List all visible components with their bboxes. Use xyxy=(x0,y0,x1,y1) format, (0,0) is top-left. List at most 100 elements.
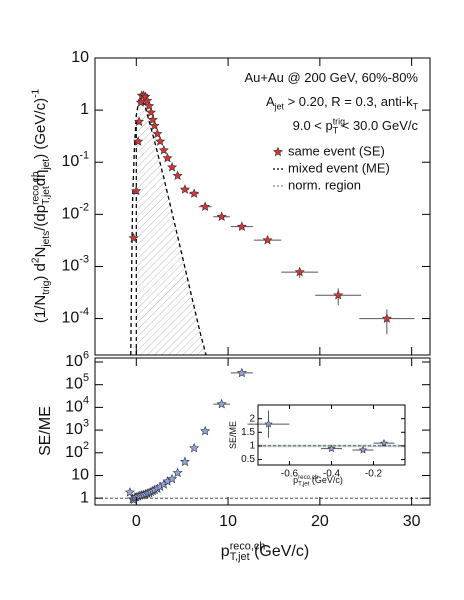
text-run: > 0.20, R = 0.3, anti-k xyxy=(284,94,413,109)
text-run: SE/ME xyxy=(37,406,54,456)
text-run: -1 xyxy=(79,149,89,161)
data-point xyxy=(294,266,305,277)
text-run: 10 xyxy=(65,376,83,393)
text-run: 10 xyxy=(65,421,83,438)
annotation: Ajet > 0.20, R = 0.3, anti-kT xyxy=(266,94,419,111)
data-point xyxy=(128,232,139,243)
text-run: 10 xyxy=(65,399,83,416)
data-point xyxy=(264,419,273,428)
text-run: dη xyxy=(32,170,49,187)
text-run: jet xyxy=(274,101,285,111)
text-run: 6 xyxy=(83,349,89,361)
text-run: T xyxy=(333,125,339,135)
text-run: 10 xyxy=(65,353,83,370)
legend-marker xyxy=(272,146,284,157)
text-run: T xyxy=(413,101,419,111)
y-tick-label: 1 xyxy=(80,101,89,118)
text-run: 2 xyxy=(83,440,89,452)
y-tick-label: 2 xyxy=(249,413,255,424)
data-point xyxy=(167,161,178,172)
text-run: A xyxy=(266,94,275,109)
text-run: 10 xyxy=(62,153,80,170)
text-run: 2 xyxy=(31,257,42,263)
line-series xyxy=(130,93,207,356)
data-point xyxy=(155,136,166,146)
data-point xyxy=(189,442,200,453)
x-axis-title: preco,ch T,jet (GeV/c) xyxy=(293,474,343,487)
data-point xyxy=(236,221,247,231)
text-run: ) (GeV/c) xyxy=(32,98,49,159)
text-run: 10 xyxy=(62,310,80,327)
text-run: ) d xyxy=(32,263,49,281)
x-tick-label: -0.2 xyxy=(365,469,383,480)
y-tick-label: 104 xyxy=(65,395,89,416)
text-run: (GeV/c) xyxy=(309,475,343,485)
data-point xyxy=(145,107,157,117)
y-tick-label: 1 xyxy=(80,489,89,506)
plot-frame xyxy=(94,357,431,506)
data-point xyxy=(216,211,227,222)
text-run: reco,ch xyxy=(298,474,318,481)
y-axis-title: SE/ME xyxy=(37,406,54,456)
data-point xyxy=(333,289,344,300)
inset-background xyxy=(258,405,405,465)
text-run: 5 xyxy=(83,372,89,384)
text-run: 10 xyxy=(62,258,80,275)
text-run: trig xyxy=(333,117,345,127)
y-tick-label: 10-1 xyxy=(62,149,89,170)
text-run: reco,ch xyxy=(31,171,42,204)
data-point xyxy=(135,97,146,107)
data-point xyxy=(179,184,190,194)
legend-label: same event (SE) xyxy=(288,143,385,158)
legend-label: norm. region xyxy=(288,177,361,192)
y-tick-label: 105 xyxy=(65,372,89,393)
x-tick-label: 30 xyxy=(403,513,421,530)
text-run: -1 xyxy=(31,89,42,98)
text-run: (GeV/c) xyxy=(250,543,310,560)
text-run: 10 xyxy=(62,206,80,223)
data-point xyxy=(381,313,392,323)
data-point xyxy=(152,128,163,139)
y-tick-label: 10-3 xyxy=(62,254,89,275)
annotation: 9.0 < ptrig T < 30.0 GeV/c xyxy=(293,117,419,136)
data-point xyxy=(162,152,173,163)
y-tick-label: 103 xyxy=(65,417,89,438)
y-tick-label: 10 xyxy=(71,467,89,484)
x-tick-label: 10 xyxy=(219,513,237,530)
y-tick-label: 102 xyxy=(65,440,89,461)
text-run: < 30.0 GeV/c xyxy=(338,118,418,133)
text-run: jets xyxy=(41,231,52,248)
x-tick-label: -0.6 xyxy=(281,469,299,480)
data-point xyxy=(131,185,142,196)
text-run: reco,ch xyxy=(230,540,266,552)
y-tick-label: 10-2 xyxy=(62,201,89,222)
text-run: p xyxy=(293,475,298,485)
text-run: 10 xyxy=(65,444,83,461)
text-run: Au+Au @ 200 GeV, 60%-80% xyxy=(244,70,418,85)
data-point xyxy=(236,367,247,378)
data-point xyxy=(216,398,227,409)
data-point xyxy=(379,438,389,447)
text-run: 1 xyxy=(80,101,89,118)
x-axis-title: preco,ch T,jet (GeV/c) xyxy=(221,540,309,563)
y-axis-title: (1/Ntrig) d2Njets/(dpreco,chT,jetdηjet) … xyxy=(31,89,52,324)
data-point xyxy=(200,201,211,212)
y-tick-label: 10-4 xyxy=(62,306,89,327)
data-point xyxy=(262,234,273,245)
data-point xyxy=(358,445,368,454)
data-point xyxy=(149,120,160,131)
text-run: SE/ME xyxy=(228,421,238,449)
x-tick-label: -0.4 xyxy=(323,469,341,480)
data-point xyxy=(172,170,183,181)
text-run: T,jet xyxy=(41,186,52,205)
data-point xyxy=(158,144,169,155)
text-run: -3 xyxy=(79,254,89,266)
x-tick-label: 20 xyxy=(311,513,329,530)
shaded-region xyxy=(136,95,207,355)
annotation: Au+Au @ 200 GeV, 60%-80% xyxy=(244,70,418,85)
text-run: p xyxy=(221,543,230,560)
text-run: 3 xyxy=(83,417,89,429)
data-point xyxy=(327,444,336,453)
